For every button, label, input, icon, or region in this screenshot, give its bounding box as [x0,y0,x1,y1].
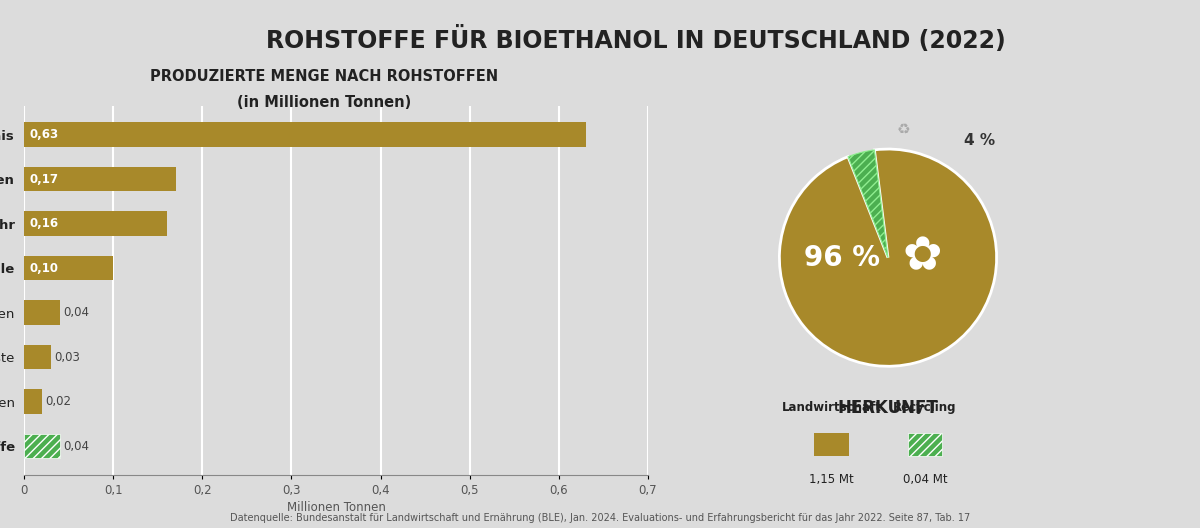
Bar [24,211,167,236]
X-axis label: Millionen Tonnen: Millionen Tonnen [287,502,385,514]
FancyBboxPatch shape [907,432,942,456]
Text: ♻: ♻ [896,122,910,137]
Text: 0,04: 0,04 [64,306,89,319]
Wedge shape [848,150,888,258]
Text: 0,04: 0,04 [64,440,89,452]
Text: 0,02: 0,02 [46,395,71,408]
Text: (in Millionen Tonnen): (in Millionen Tonnen) [236,95,412,110]
Wedge shape [779,149,997,366]
Bar [24,167,175,191]
Text: 0,63: 0,63 [29,128,59,141]
Text: 0,16: 0,16 [29,217,59,230]
Text: 0,17: 0,17 [29,173,59,186]
Bar [24,390,42,414]
Text: 0,03: 0,03 [54,351,80,364]
Bar [24,300,60,325]
Bar [24,256,113,280]
Text: 4 %: 4 % [964,133,995,148]
Text: Landwirtschaft: Landwirtschaft [781,401,882,414]
Text: HERKUNFT: HERKUNFT [838,399,938,417]
Text: Datenquelle: Bundesanstalt für Landwirtschaft und Ernährung (BLE), Jan. 2024. Ev: Datenquelle: Bundesanstalt für Landwirts… [230,513,970,523]
Text: 0,04 Mt: 0,04 Mt [902,473,947,486]
FancyBboxPatch shape [814,432,848,456]
Text: ROHSTOFFE FÜR BIOETHANOL IN DEUTSCHLAND (2022): ROHSTOFFE FÜR BIOETHANOL IN DEUTSCHLAND … [266,26,1006,53]
Text: ✿: ✿ [902,235,942,280]
Text: 0,10: 0,10 [29,262,59,275]
Text: Recycling: Recycling [893,401,956,414]
Bar [24,434,60,458]
Bar [24,122,586,147]
Text: 1,15 Mt: 1,15 Mt [809,473,854,486]
Text: PRODUZIERTE MENGE NACH ROHSTOFFEN: PRODUZIERTE MENGE NACH ROHSTOFFEN [150,69,498,83]
Bar [24,345,50,370]
Text: 96 %: 96 % [804,243,881,272]
